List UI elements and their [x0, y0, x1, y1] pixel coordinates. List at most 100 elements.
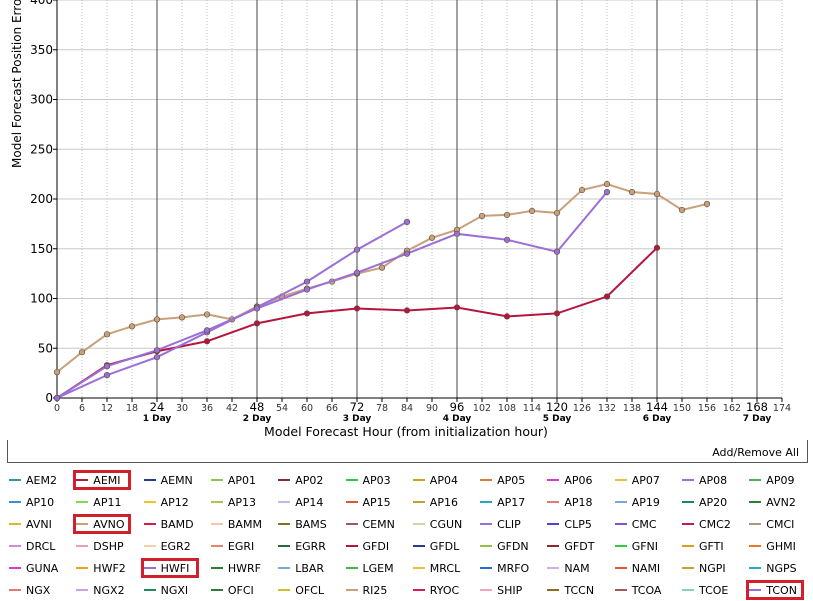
legend-item-ship[interactable]: SHIP	[477, 580, 535, 600]
legend-swatch	[143, 523, 156, 525]
legend-item-tcoe[interactable]: TCOE	[679, 580, 737, 600]
x-tick-label: 120	[546, 400, 568, 414]
data-point-aemi	[503, 313, 511, 320]
data-point-hwfi	[303, 278, 311, 285]
legend-item-ap13[interactable]: AP13	[208, 492, 266, 512]
legend-swatch	[749, 567, 762, 569]
legend-item-gfdn[interactable]: GFDN	[477, 536, 535, 556]
legend-item-gfdi[interactable]: GFDI	[343, 536, 401, 556]
legend-item-tccn[interactable]: TCCN	[544, 580, 602, 600]
legend-item-aemi[interactable]: AEMI	[73, 470, 132, 490]
legend-item-bams[interactable]: BAMS	[275, 514, 333, 534]
legend-item-gfdl[interactable]: GFDL	[410, 536, 468, 556]
legend-item-ngps[interactable]: NGPS	[746, 558, 804, 578]
legend-item-lgem[interactable]: LGEM	[343, 558, 401, 578]
legend-item-ri25[interactable]: RI25	[343, 580, 401, 600]
legend-label: GFDT	[564, 539, 595, 553]
legend-item-egr2[interactable]: EGR2	[141, 536, 199, 556]
legend-item-mrfo[interactable]: MRFO	[477, 558, 535, 578]
legend-item-ap05[interactable]: AP05	[477, 470, 535, 490]
legend-item-aem2[interactable]: AEM2	[6, 470, 64, 490]
legend-item-ofci[interactable]: OFCI	[208, 580, 266, 600]
legend-item-cmci[interactable]: CMCI	[746, 514, 804, 534]
legend-item-mrcl[interactable]: MRCL	[410, 558, 468, 578]
legend-item-ap10[interactable]: AP10	[6, 492, 64, 512]
legend-item-avno[interactable]: AVNO	[73, 514, 132, 534]
legend-item-hwrf[interactable]: HWRF	[208, 558, 266, 578]
legend-item-ap19[interactable]: AP19	[612, 492, 670, 512]
legend-item-ap17[interactable]: AP17	[477, 492, 535, 512]
legend-item-aemn[interactable]: AEMN	[141, 470, 199, 490]
legend-item-guna[interactable]: GUNA	[6, 558, 64, 578]
data-point-aemi	[553, 310, 561, 317]
legend-item-gfni[interactable]: GFNI	[612, 536, 670, 556]
legend-item-ap20[interactable]: AP20	[679, 492, 737, 512]
y-tick-label: 250	[30, 142, 53, 156]
legend-item-egrr[interactable]: EGRR	[275, 536, 333, 556]
legend-item-ap14[interactable]: AP14	[275, 492, 333, 512]
legend-item-ap07[interactable]: AP07	[612, 470, 670, 490]
legend-item-ngx2[interactable]: NGX2	[73, 580, 131, 600]
x-tick-label: 24	[150, 400, 165, 414]
legend-item-bamm[interactable]: BAMM	[208, 514, 266, 534]
legend-item-hwf2[interactable]: HWF2	[73, 558, 131, 578]
legend-item-ghmi[interactable]: GHMI	[746, 536, 804, 556]
legend-item-clip[interactable]: CLIP	[477, 514, 535, 534]
legend-item-ap16[interactable]: AP16	[410, 492, 468, 512]
legend-item-clp5[interactable]: CLP5	[544, 514, 602, 534]
legend-item-tcoa[interactable]: TCOA	[612, 580, 670, 600]
legend-item-tcon[interactable]: TCON	[746, 580, 805, 600]
legend-item-nam[interactable]: NAM	[544, 558, 602, 578]
legend-label: AP02	[295, 473, 324, 487]
legend-label: AP13	[227, 495, 257, 509]
legend-item-nami[interactable]: NAMI	[612, 558, 670, 578]
legend-item-dshp[interactable]: DSHP	[73, 536, 131, 556]
legend-item-bamd[interactable]: BAMD	[141, 514, 199, 534]
legend-item-ngx[interactable]: NGX	[6, 580, 64, 600]
day-label: 2 Day	[243, 414, 272, 424]
chart-footer-frame	[7, 440, 808, 463]
legend-swatch	[9, 523, 21, 525]
legend-item-ap08[interactable]: AP08	[679, 470, 737, 490]
legend-item-cemn[interactable]: CEMN	[343, 514, 401, 534]
legend-label: TCOE	[699, 583, 729, 597]
legend-swatch	[210, 589, 223, 591]
legend-item-cmc[interactable]: CMC	[612, 514, 670, 534]
legend-swatch	[76, 479, 89, 481]
day-label: 1 Day	[143, 414, 172, 424]
legend-item-ap18[interactable]: AP18	[544, 492, 602, 512]
legend-item-cmc2[interactable]: CMC2	[679, 514, 737, 534]
legend-item-cgun[interactable]: CGUN	[410, 514, 468, 534]
legend-item-ngpi[interactable]: NGPI	[679, 558, 737, 578]
legend-item-ap06[interactable]: AP06	[544, 470, 602, 490]
legend-item-ap11[interactable]: AP11	[73, 492, 131, 512]
legend-label: NGPI	[699, 561, 726, 575]
legend-item-avni[interactable]: AVNI	[6, 514, 64, 534]
legend-item-gfdt[interactable]: GFDT	[544, 536, 602, 556]
legend-item-drcl[interactable]: DRCL	[6, 536, 64, 556]
legend-item-egri[interactable]: EGRI	[208, 536, 266, 556]
x-tick-label: 78	[376, 403, 388, 414]
legend-item-ap04[interactable]: AP04	[410, 470, 468, 490]
legend-label: AP09	[766, 473, 795, 487]
legend-item-ap15[interactable]: AP15	[343, 492, 401, 512]
legend-item-ngxi[interactable]: NGXI	[141, 580, 199, 600]
legend-item-ap03[interactable]: AP03	[343, 470, 401, 490]
legend-label: AVN2	[766, 495, 796, 509]
legend-item-lbar[interactable]: LBAR	[275, 558, 333, 578]
add-remove-all-button[interactable]: Add/Remove All	[712, 446, 799, 459]
legend-item-ap12[interactable]: AP12	[141, 492, 199, 512]
legend-label: TCCN	[564, 583, 595, 597]
legend-swatch	[345, 567, 358, 569]
legend-item-hwfi[interactable]: HWFI	[140, 558, 199, 578]
legend-item-avn2[interactable]: AVN2	[746, 492, 804, 512]
legend-item-ap01[interactable]: AP01	[208, 470, 266, 490]
legend-item-ap02[interactable]: AP02	[275, 470, 333, 490]
legend-item-ap09[interactable]: AP09	[746, 470, 804, 490]
legend-item-ofcl[interactable]: OFCL	[275, 580, 333, 600]
legend-label: GUNA	[26, 561, 59, 575]
legend-item-ryoc[interactable]: RYOC	[410, 580, 468, 600]
legend-swatch	[614, 479, 627, 481]
legend-item-gfti[interactable]: GFTI	[679, 536, 737, 556]
x-tick-label: 102	[473, 403, 491, 414]
